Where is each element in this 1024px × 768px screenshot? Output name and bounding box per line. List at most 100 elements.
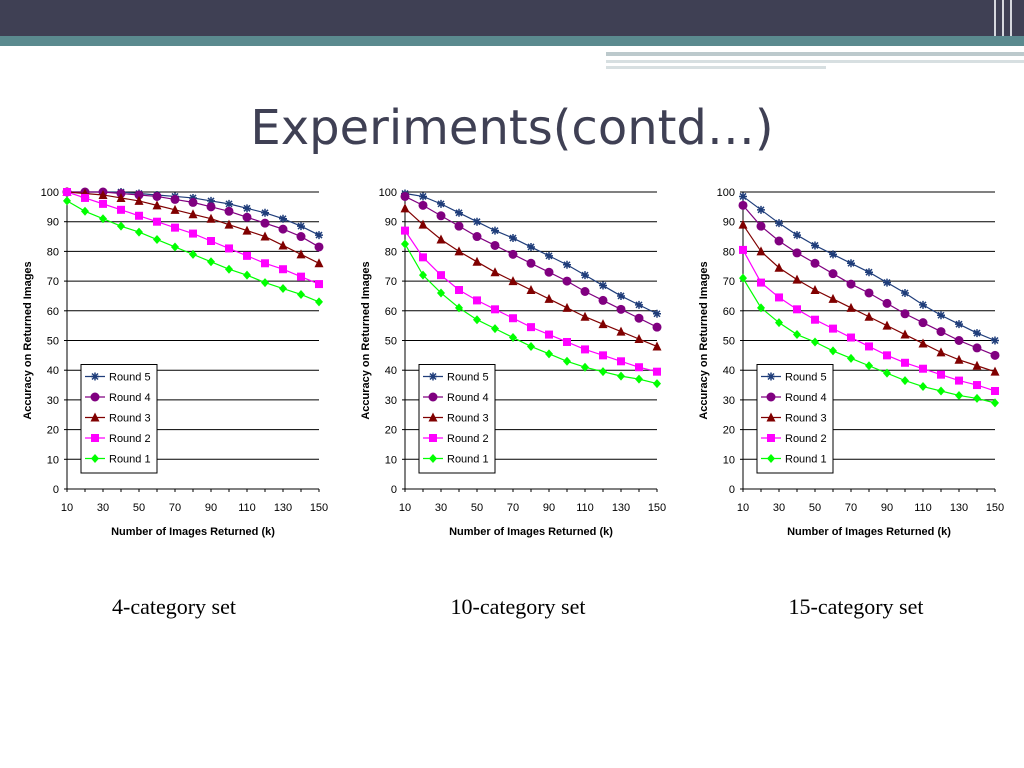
data-point bbox=[972, 360, 982, 370]
data-point bbox=[419, 270, 427, 280]
x-tick-label: 110 bbox=[576, 502, 594, 514]
data-point bbox=[243, 204, 251, 213]
data-point bbox=[811, 337, 819, 347]
y-tick-label: 0 bbox=[729, 484, 735, 496]
data-point bbox=[581, 362, 589, 372]
header-band bbox=[0, 0, 1024, 36]
x-tick-label: 50 bbox=[809, 502, 821, 514]
data-point bbox=[296, 232, 306, 242]
data-point bbox=[811, 315, 819, 324]
data-point bbox=[314, 258, 324, 268]
data-point bbox=[81, 206, 89, 216]
y-axis-title: Accuracy on Returned Images bbox=[698, 261, 710, 419]
series-round-4 bbox=[738, 200, 1000, 360]
legend-marker bbox=[91, 454, 99, 463]
y-axis-title: Accuracy on Returned Images bbox=[360, 261, 372, 419]
data-point bbox=[829, 324, 837, 333]
y-tick-label: 60 bbox=[47, 306, 59, 318]
data-point bbox=[991, 398, 999, 408]
data-point bbox=[207, 237, 215, 246]
data-point bbox=[955, 376, 963, 385]
data-point bbox=[757, 278, 765, 287]
x-tick-label: 130 bbox=[274, 502, 292, 514]
data-point bbox=[455, 303, 463, 313]
y-tick-label: 20 bbox=[47, 425, 59, 437]
y-tick-label: 100 bbox=[379, 187, 397, 199]
data-point bbox=[545, 330, 553, 339]
data-point bbox=[545, 349, 553, 359]
y-tick-label: 70 bbox=[385, 276, 397, 288]
data-point bbox=[261, 259, 269, 268]
data-point bbox=[135, 227, 143, 237]
x-tick-label: 90 bbox=[881, 502, 893, 514]
data-point bbox=[653, 309, 661, 318]
data-point bbox=[490, 240, 500, 250]
x-tick-label: 150 bbox=[310, 502, 328, 514]
data-point bbox=[297, 289, 305, 299]
data-point bbox=[955, 320, 963, 329]
data-point bbox=[580, 311, 590, 321]
data-point bbox=[652, 341, 662, 351]
y-tick-label: 50 bbox=[385, 336, 397, 348]
data-point bbox=[279, 284, 287, 294]
data-point bbox=[617, 291, 625, 300]
legend-marker bbox=[91, 372, 99, 381]
data-point bbox=[116, 192, 126, 202]
data-point bbox=[207, 257, 215, 267]
data-point bbox=[883, 351, 891, 360]
data-point bbox=[544, 267, 554, 277]
x-tick-label: 70 bbox=[169, 502, 181, 514]
data-point bbox=[828, 293, 838, 303]
legend-marker bbox=[429, 372, 437, 381]
data-point bbox=[774, 262, 784, 272]
y-tick-label: 30 bbox=[385, 395, 397, 407]
data-point bbox=[454, 221, 464, 231]
data-point bbox=[455, 286, 463, 295]
data-point bbox=[437, 199, 445, 208]
data-point bbox=[955, 390, 963, 400]
data-point bbox=[562, 302, 572, 312]
data-point bbox=[170, 194, 180, 204]
data-point bbox=[279, 214, 287, 223]
data-point bbox=[739, 245, 747, 254]
y-tick-label: 0 bbox=[391, 484, 397, 496]
y-tick-label: 90 bbox=[385, 217, 397, 229]
legend-marker bbox=[767, 372, 775, 381]
x-tick-label: 90 bbox=[543, 502, 555, 514]
data-point bbox=[616, 326, 626, 336]
data-point bbox=[563, 260, 571, 269]
x-tick-label: 70 bbox=[845, 502, 857, 514]
legend-marker bbox=[428, 412, 438, 422]
data-point bbox=[171, 242, 179, 252]
data-point bbox=[811, 241, 819, 250]
series-round-5 bbox=[401, 189, 661, 318]
x-tick-label: 70 bbox=[507, 502, 519, 514]
data-point bbox=[793, 231, 801, 240]
data-point bbox=[883, 368, 891, 378]
data-point bbox=[297, 272, 305, 281]
data-point bbox=[153, 217, 161, 226]
data-point bbox=[810, 258, 820, 268]
y-tick-label: 60 bbox=[723, 306, 735, 318]
data-point bbox=[117, 205, 125, 214]
series-round-2 bbox=[739, 245, 999, 395]
legend-marker bbox=[767, 454, 775, 463]
data-point bbox=[261, 278, 269, 288]
data-point bbox=[616, 304, 626, 314]
legend-label: Round 4 bbox=[785, 392, 827, 404]
legend-label: Round 4 bbox=[109, 392, 151, 404]
x-tick-label: 130 bbox=[950, 502, 968, 514]
data-point bbox=[206, 213, 216, 223]
data-point bbox=[315, 231, 323, 240]
data-point bbox=[635, 300, 643, 309]
data-point bbox=[936, 327, 946, 337]
data-point bbox=[793, 305, 801, 314]
data-point bbox=[188, 209, 198, 219]
legend: Round 5 Round 4 Round 3 Round 2 Round 1 bbox=[756, 364, 834, 474]
data-point bbox=[562, 276, 572, 286]
x-tick-label: 150 bbox=[986, 502, 1004, 514]
data-point bbox=[401, 226, 409, 235]
chart-caption: 4-category set bbox=[112, 594, 236, 619]
data-point bbox=[419, 192, 427, 201]
